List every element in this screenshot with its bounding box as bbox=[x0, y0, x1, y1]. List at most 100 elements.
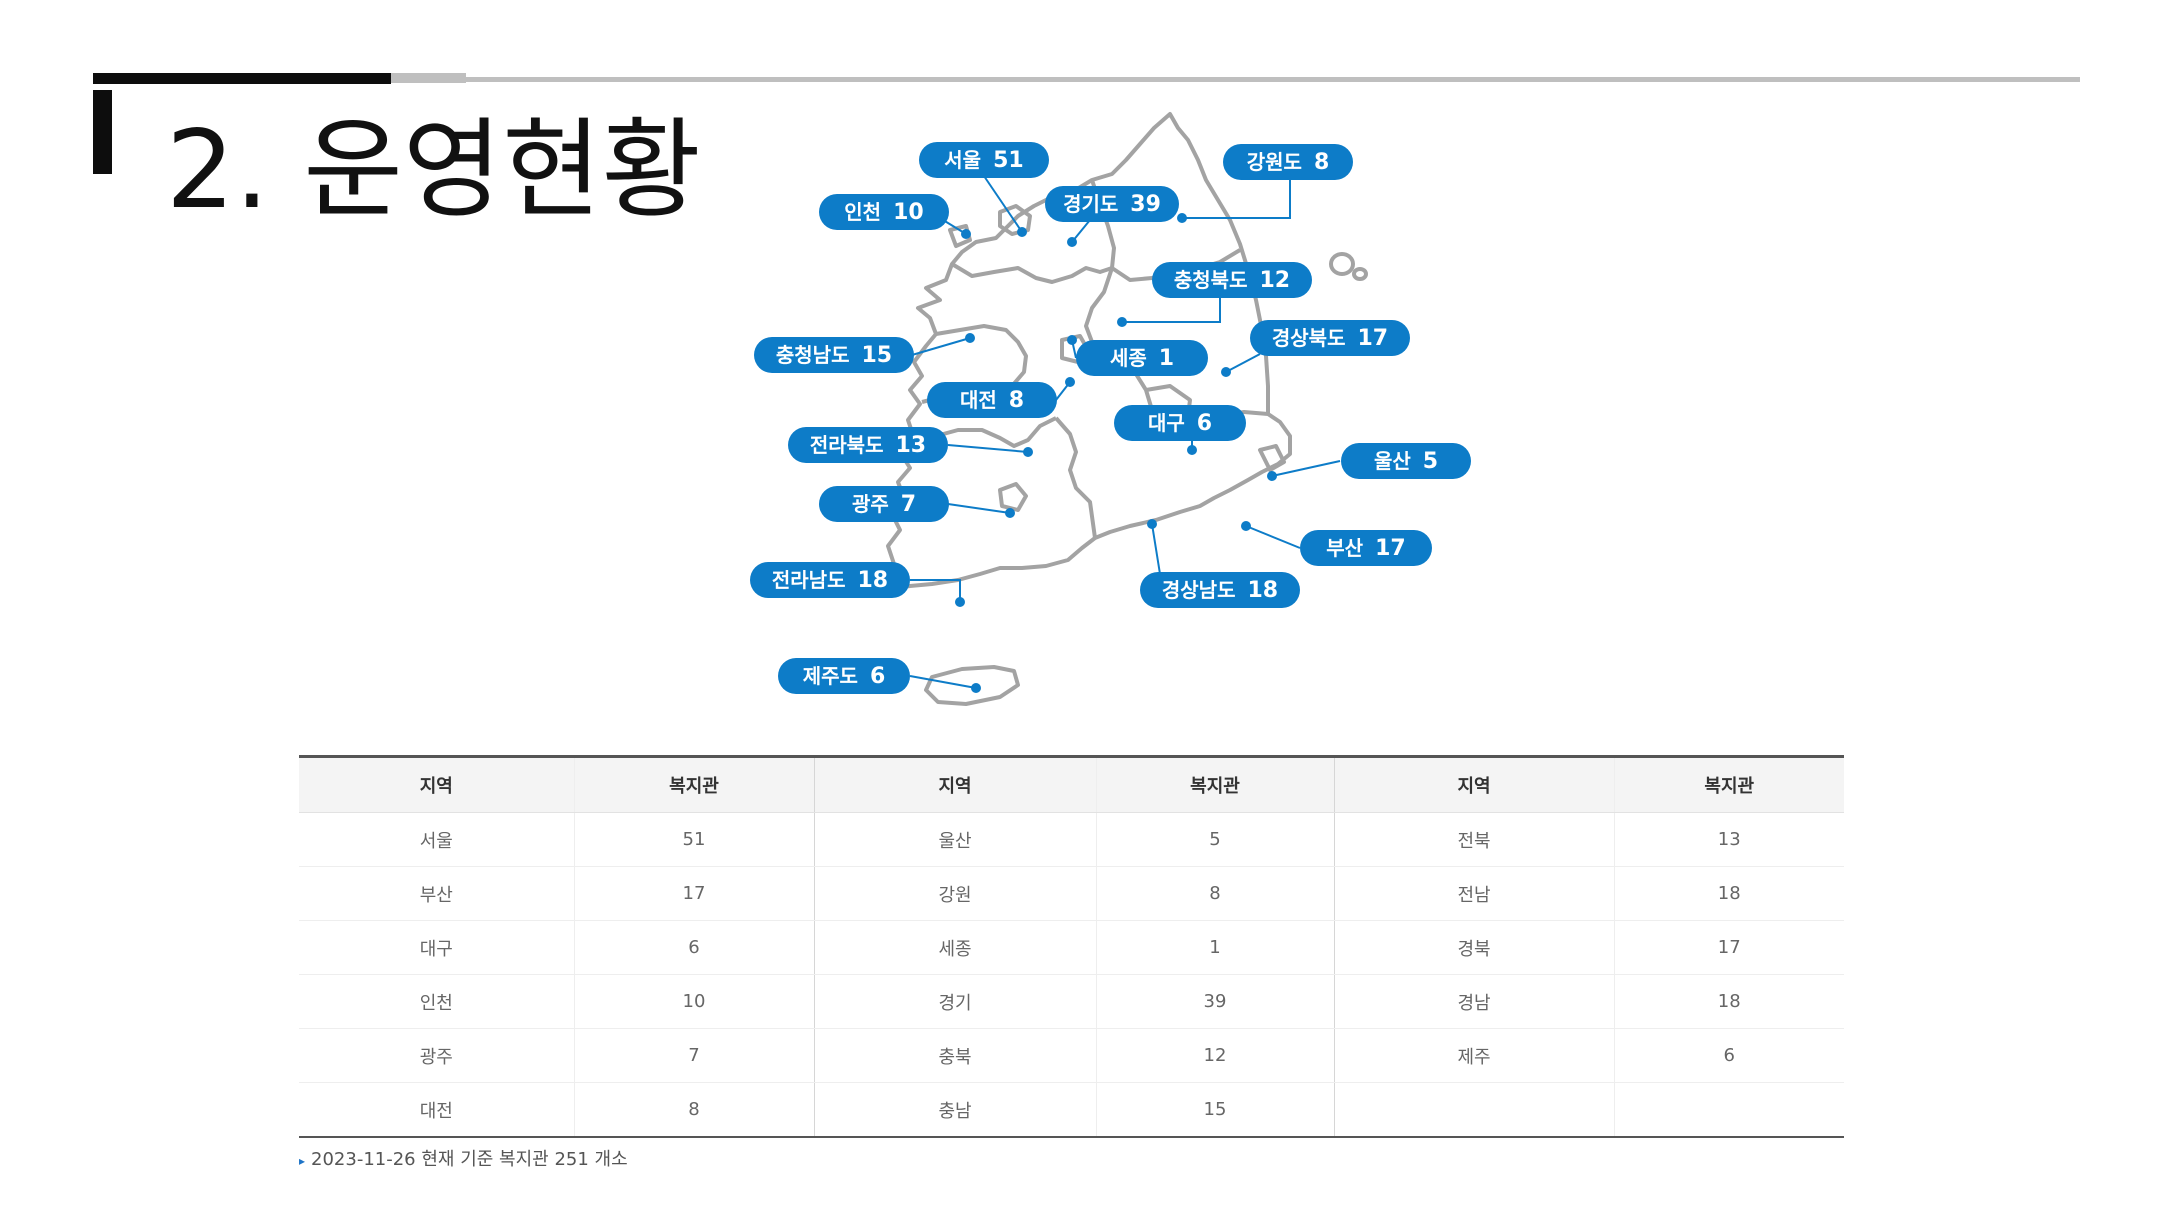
region-tag: 대구 6 bbox=[1114, 405, 1246, 441]
table-row: 대구 6 세종 1 경북 17 bbox=[299, 920, 1844, 975]
leader-line bbox=[1271, 460, 1341, 477]
table-cell: 8 bbox=[573, 1082, 814, 1138]
leader-line bbox=[1225, 353, 1261, 373]
location-dot bbox=[1147, 519, 1157, 529]
bullet-triangle-icon: ▸ bbox=[299, 1154, 306, 1168]
region-tag-pill bbox=[1250, 320, 1410, 356]
region-tag-label: 경상남도 18 bbox=[1162, 578, 1278, 603]
region-tag-pill bbox=[750, 562, 910, 598]
region-name: 서울 bbox=[944, 148, 981, 172]
table-cell: 경기 bbox=[813, 974, 1096, 1029]
table-cell: 15 bbox=[1095, 1082, 1334, 1138]
table-header-row: 지역 복지관 지역 복지관 지역 복지관 bbox=[299, 755, 1844, 813]
location-dot bbox=[961, 229, 971, 239]
region-tag-label: 제주도 6 bbox=[803, 664, 886, 689]
region-name: 전라북도 bbox=[810, 433, 884, 457]
table-cell: 8 bbox=[1095, 866, 1334, 921]
table-cell: 울산 bbox=[813, 812, 1096, 867]
table-cell: 10 bbox=[573, 974, 814, 1029]
region-tag: 대전 8 bbox=[927, 382, 1057, 418]
region-name: 울산 bbox=[1374, 449, 1411, 473]
region-tag: 전라북도 13 bbox=[788, 427, 948, 463]
region-tag-label: 경기도 39 bbox=[1063, 192, 1161, 217]
table-cell bbox=[1333, 1082, 1614, 1138]
region-tag-label: 부산 17 bbox=[1326, 536, 1405, 561]
region-count: 7 bbox=[901, 492, 916, 517]
table-cell: 17 bbox=[1613, 920, 1844, 975]
region-count: 6 bbox=[1197, 411, 1212, 436]
location-dot bbox=[1267, 471, 1277, 481]
header-rule bbox=[466, 77, 2080, 82]
region-tag-label: 인천 10 bbox=[844, 200, 923, 225]
region-tag: 세종 1 bbox=[1076, 340, 1208, 376]
region-tag: 부산 17 bbox=[1300, 530, 1432, 566]
leader-line bbox=[1182, 178, 1291, 219]
region-tag-pill bbox=[1076, 340, 1208, 376]
table-row: 대전 8 충남 15 bbox=[299, 1082, 1844, 1138]
region-tag-pill bbox=[788, 427, 948, 463]
region-name: 제주도 bbox=[803, 664, 858, 688]
table-row: 부산 17 강원 8 전남 18 bbox=[299, 866, 1844, 921]
table-cell: 서울 bbox=[299, 812, 574, 867]
col-header-region-2: 지역 bbox=[813, 755, 1096, 813]
border-ulsan bbox=[1258, 444, 1286, 472]
region-tag-label: 서울 51 bbox=[944, 148, 1023, 173]
location-dot bbox=[1221, 367, 1231, 377]
region-tag: 제주도 6 bbox=[778, 658, 910, 694]
region-tag: 서울 51 bbox=[919, 142, 1049, 178]
region-tag: 경상북도 17 bbox=[1250, 320, 1410, 356]
island-ulleungdo bbox=[1329, 252, 1355, 276]
region-tag: 강원도 8 bbox=[1223, 144, 1353, 180]
region-tag: 울산 5 bbox=[1341, 443, 1471, 479]
location-dot bbox=[955, 597, 965, 607]
region-tag: 충청북도 12 bbox=[1152, 262, 1312, 298]
region-name: 대구 bbox=[1148, 411, 1185, 435]
region-tag: 전라남도 18 bbox=[750, 562, 910, 598]
header-bar-dark bbox=[93, 73, 391, 84]
col-header-region-1: 지역 bbox=[299, 755, 574, 813]
facility-table: 지역 복지관 지역 복지관 지역 복지관 서울 51 울산 5 전북 13 부산… bbox=[299, 755, 1844, 1138]
leader-line bbox=[1245, 525, 1301, 549]
region-count: 18 bbox=[857, 568, 888, 593]
table-row: 인천 10 경기 39 경남 18 bbox=[299, 974, 1844, 1029]
region-tag-pill bbox=[819, 486, 949, 522]
table-cell: 대구 bbox=[299, 920, 574, 975]
table-row: 서울 51 울산 5 전북 13 bbox=[299, 812, 1844, 867]
region-name: 대전 bbox=[960, 388, 997, 412]
location-dots bbox=[955, 213, 1277, 693]
location-dot bbox=[1241, 521, 1251, 531]
region-tag: 광주 7 bbox=[819, 486, 949, 522]
table-cell: 충남 bbox=[813, 1082, 1096, 1138]
leader-line bbox=[910, 579, 961, 602]
col-header-count-1: 복지관 bbox=[573, 755, 814, 813]
location-dot bbox=[1065, 377, 1075, 387]
region-name: 충청남도 bbox=[776, 343, 850, 367]
table-cell: 6 bbox=[573, 920, 814, 975]
border-gyeongnam bbox=[1054, 416, 1097, 539]
region-count: 10 bbox=[893, 200, 924, 225]
location-dot bbox=[1117, 317, 1127, 327]
table-cell: 6 bbox=[1613, 1028, 1844, 1083]
region-name: 전라남도 bbox=[772, 568, 846, 592]
region-tag-pill bbox=[1045, 186, 1179, 222]
region-tag-label: 대전 8 bbox=[960, 388, 1024, 413]
col-header-count-2: 복지관 bbox=[1095, 755, 1334, 813]
leader-line bbox=[947, 503, 1011, 514]
table-row: 광주 7 충북 12 제주 6 bbox=[299, 1028, 1844, 1083]
region-tag-label: 강원도 8 bbox=[1247, 150, 1330, 175]
table-cell: 충북 bbox=[813, 1028, 1096, 1083]
region-tag-pill bbox=[1300, 530, 1432, 566]
region-name: 세종 bbox=[1110, 346, 1147, 370]
table-cell: 인천 bbox=[299, 974, 574, 1029]
region-tag-pill bbox=[1341, 443, 1471, 479]
location-dot bbox=[971, 683, 981, 693]
region-count: 17 bbox=[1375, 536, 1406, 561]
location-dot bbox=[1067, 335, 1077, 345]
table-cell: 전북 bbox=[1333, 812, 1614, 867]
region-count: 51 bbox=[993, 148, 1024, 173]
location-dot bbox=[1187, 445, 1197, 455]
region-count: 5 bbox=[1423, 449, 1438, 474]
region-tag-pill bbox=[778, 658, 910, 694]
region-tag-label: 전라남도 18 bbox=[772, 568, 888, 593]
region-tag-pill bbox=[819, 194, 949, 230]
